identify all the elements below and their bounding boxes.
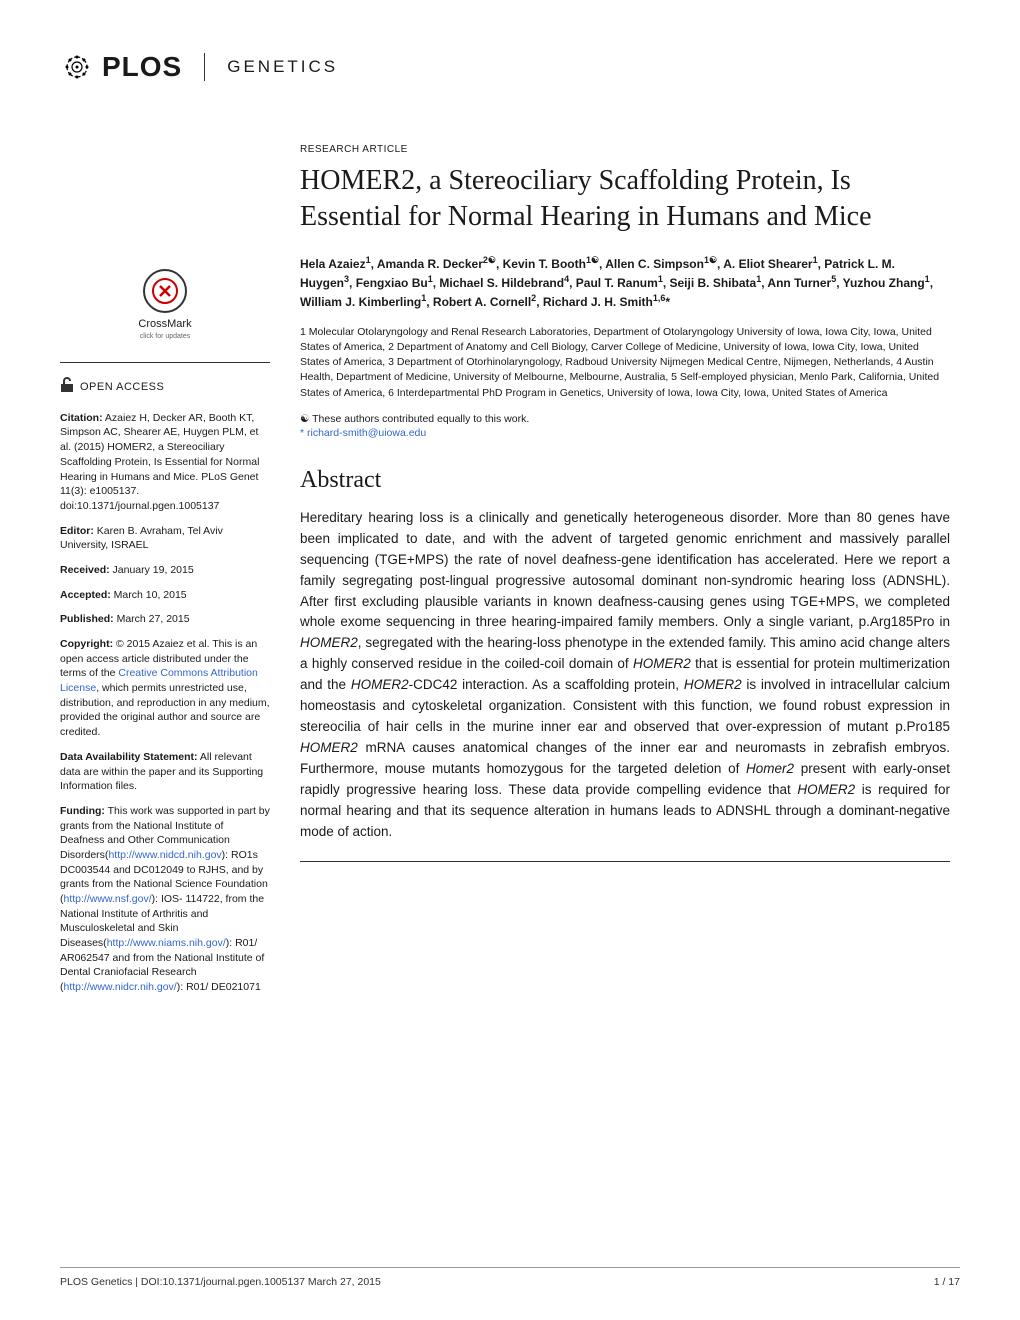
footer-left: PLOS Genetics | DOI:10.1371/journal.pgen… [60, 1276, 381, 1288]
plos-icon [60, 50, 94, 84]
open-access-badge: OPEN ACCESS [60, 377, 270, 399]
received-label: Received: [60, 564, 110, 576]
abstract-heading: Abstract [300, 467, 950, 494]
crossmark-widget[interactable]: CrossMark click for updates [60, 144, 270, 342]
copyright-block: Copyright: © 2015 Azaiez et al. This is … [60, 637, 270, 740]
accepted-label: Accepted: [60, 589, 111, 601]
header-divider [204, 53, 205, 81]
affiliations: 1 Molecular Otolaryngology and Renal Res… [300, 325, 950, 401]
journal-header: PLOS GENETICS [60, 50, 960, 84]
received-block: Received: January 19, 2015 [60, 563, 270, 578]
citation-block: Citation: Azaiez H, Decker AR, Booth KT,… [60, 411, 270, 514]
article-type: RESEARCH ARTICLE [300, 144, 950, 155]
plos-brand: PLOS [102, 51, 182, 83]
crossmark-sublabel: click for updates [60, 332, 270, 342]
page-footer: PLOS Genetics | DOI:10.1371/journal.pgen… [60, 1267, 960, 1288]
equal-contrib-note: ☯ These authors contributed equally to t… [300, 413, 950, 425]
published-label: Published: [60, 613, 114, 625]
crossmark-label: CrossMark [60, 317, 270, 332]
crossmark-icon [143, 269, 187, 313]
data-availability-block: Data Availability Statement: All relevan… [60, 750, 270, 794]
content-wrapper: CrossMark click for updates OPEN ACCESS … [60, 144, 960, 1005]
editor-block: Editor: Karen B. Avraham, Tel Aviv Unive… [60, 524, 270, 553]
open-lock-icon [60, 377, 74, 399]
funding-link-niams[interactable]: http://www.niams.nih.gov/ [107, 937, 226, 949]
funding-link-nsf[interactable]: http://www.nsf.gov/ [64, 893, 152, 905]
accepted-block: Accepted: March 10, 2015 [60, 588, 270, 603]
abstract-text: Hereditary hearing loss is a clinically … [300, 508, 950, 843]
editor-label: Editor: [60, 525, 94, 537]
citation-label: Citation: [60, 412, 103, 424]
corresp-prefix: * [300, 427, 307, 439]
data-label: Data Availability Statement: [60, 751, 198, 763]
article-title: HOMER2, a Stereociliary Scaffolding Prot… [300, 163, 950, 236]
received-text: January 19, 2015 [110, 564, 194, 576]
journal-name: GENETICS [227, 57, 338, 77]
funding-label: Funding: [60, 805, 105, 817]
citation-text: Azaiez H, Decker AR, Booth KT, Simpson A… [60, 412, 259, 512]
funding-link-nidcd[interactable]: http://www.nidcd.nih.gov [108, 849, 221, 861]
copyright-label: Copyright: [60, 638, 113, 650]
funding-block: Funding: This work was supported in part… [60, 804, 270, 995]
funding-5: ): R01/ DE021071 [177, 981, 261, 993]
sidebar-rule [60, 362, 270, 363]
published-text: March 27, 2015 [114, 613, 190, 625]
open-access-text: OPEN ACCESS [80, 380, 164, 395]
funding-link-nidcr[interactable]: http://www.nidcr.nih.gov/ [64, 981, 177, 993]
accepted-text: March 10, 2015 [111, 589, 187, 601]
authors-list: Hela Azaiez1, Amanda R. Decker2☯, Kevin … [300, 254, 950, 311]
main-column: RESEARCH ARTICLE HOMER2, a Stereociliary… [300, 144, 960, 1005]
abstract-end-rule [300, 861, 950, 862]
published-block: Published: March 27, 2015 [60, 612, 270, 627]
footer-right: 1 / 17 [934, 1276, 960, 1288]
sidebar: CrossMark click for updates OPEN ACCESS … [60, 144, 270, 1005]
corresp-email-link[interactable]: richard-smith@uiowa.edu [307, 427, 426, 439]
plos-logo: PLOS [60, 50, 182, 84]
corresponding-author: * richard-smith@uiowa.edu [300, 427, 950, 439]
